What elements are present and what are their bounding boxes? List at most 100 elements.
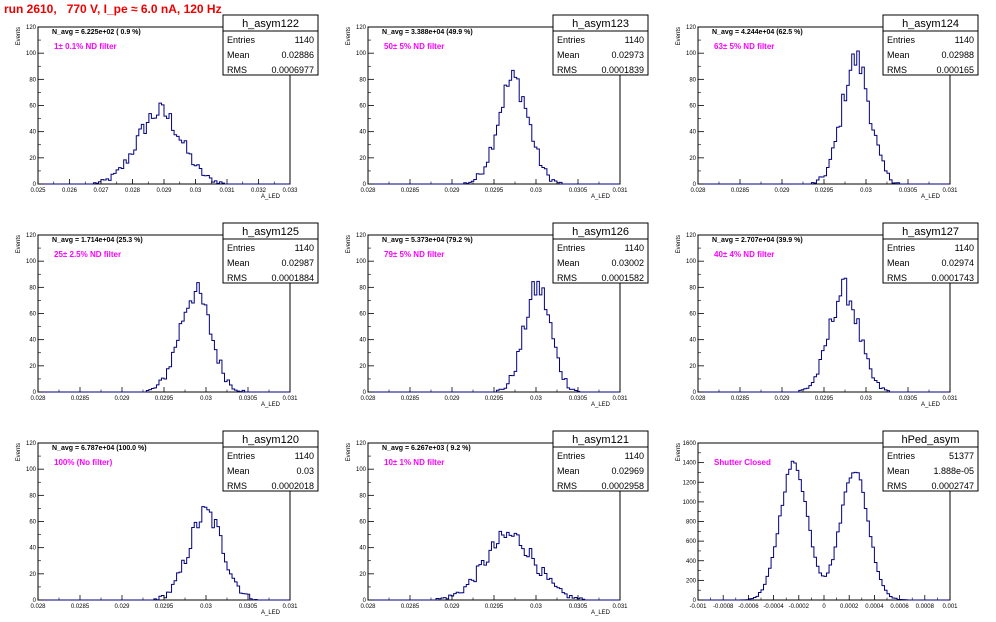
y-tick-label: 0 [363, 598, 367, 604]
histogram-panel-h_asym126: 0.028 0.0285 0.029 0.0295 0.03 0.0305 0.031 0 20… [346, 222, 649, 408]
histogram-name: h_asym124 [902, 18, 959, 30]
y-tick-label: 1200 [683, 480, 697, 486]
stats-key: Entries [887, 243, 916, 253]
y-tick-label: 40 [359, 338, 366, 344]
y-tick-label: 0 [363, 182, 367, 188]
y-tick-label: 0 [33, 598, 37, 604]
y-axis-label: Events [676, 235, 682, 253]
stats-value: 1140 [955, 35, 974, 45]
histogram-line [698, 50, 950, 185]
y-tick-label: 0 [693, 390, 697, 396]
y-tick-label: 1000 [683, 500, 697, 506]
histogram-panel-h_asym124: 0.028 0.0285 0.029 0.0295 0.03 0.0305 0.031 0 20… [676, 14, 979, 200]
y-tick-label: 20 [29, 156, 36, 162]
filter-label: 25± 2.5% ND filter [54, 250, 121, 259]
stats-key: RMS [227, 481, 247, 491]
stats-value: 0.0001884 [271, 273, 314, 283]
navg-label: N_avg = 6.787e+04 (100.0 %) [52, 445, 147, 452]
x-tick-label: 0.03 [530, 188, 542, 194]
x-tick-label: 0.028 [360, 604, 376, 610]
histogram-name: h_asym126 [572, 226, 629, 238]
x-tick-label: 0.031 [942, 188, 958, 194]
y-tick-label: 20 [29, 364, 36, 370]
y-tick-label: 40 [29, 338, 36, 344]
stats-value: 1140 [955, 243, 974, 253]
y-axis-label: Events [676, 443, 682, 461]
y-tick-label: 40 [689, 130, 696, 136]
y-tick-label: 100 [356, 51, 367, 57]
x-tick-label: 0.0295 [815, 188, 834, 194]
y-tick-label: 0 [33, 182, 37, 188]
stats-box: h_asym124 Entries 1140 Mean 0.02988 RMS 0.0001… [882, 14, 979, 76]
stats-box-frame [552, 14, 649, 76]
y-tick-label: 60 [359, 520, 366, 526]
stats-key: RMS [227, 65, 247, 75]
stats-key: RMS [887, 65, 907, 75]
y-axis-label: Events [676, 27, 682, 45]
stats-value: 0.0001743 [931, 273, 974, 283]
histogram-line [698, 460, 950, 601]
x-tick-label: 0 [822, 604, 826, 610]
y-tick-label: 60 [689, 312, 696, 318]
y-tick-label: 120 [356, 25, 367, 31]
filter-label: 79± 5% ND filter [384, 250, 444, 259]
y-tick-label: 1400 [683, 461, 697, 467]
histogram-name: h_asym123 [572, 18, 629, 30]
stats-value: 0.02974 [941, 258, 974, 268]
stats-value: 0.02987 [281, 258, 314, 268]
y-tick-label: 100 [686, 259, 697, 265]
stats-box-frame [882, 222, 979, 284]
x-axis-label: A_LED [591, 402, 611, 408]
x-tick-label: -0.0006 [738, 604, 759, 610]
x-tick-label: 0.031 [612, 396, 628, 402]
y-axis-label: Events [16, 235, 22, 253]
stats-value: 1140 [625, 35, 644, 45]
histogram-panel-h_asym125: 0.028 0.0285 0.029 0.0295 0.03 0.0305 0.031 0 20… [16, 222, 319, 408]
y-axis-label: Events [16, 443, 22, 461]
x-tick-label: 0.028 [30, 396, 46, 402]
y-tick-label: 60 [359, 104, 366, 110]
y-tick-label: 80 [29, 493, 36, 499]
x-axis-label: A_LED [921, 402, 941, 408]
stats-value: 0.0002018 [271, 481, 314, 491]
x-tick-label: 0.029 [774, 396, 790, 402]
x-tick-label: 0.0295 [155, 396, 174, 402]
y-tick-label: 20 [689, 156, 696, 162]
y-tick-label: 120 [26, 25, 37, 31]
x-tick-label: 0.03 [530, 604, 542, 610]
x-tick-label: 0.028 [360, 396, 376, 402]
stats-value: 0.0001839 [601, 65, 644, 75]
filter-label: Shutter Closed [714, 458, 771, 467]
x-tick-label: 0.0295 [485, 604, 504, 610]
x-tick-label: -0.001 [689, 604, 707, 610]
navg-label: N_avg = 5.373e+04 (79.2 %) [382, 237, 473, 244]
stats-key: RMS [557, 273, 577, 283]
stats-key: Mean [557, 466, 580, 476]
stats-key: Mean [227, 50, 250, 60]
stats-key: Mean [887, 50, 910, 60]
stats-key: Entries [227, 35, 256, 45]
x-tick-label: 0.0295 [815, 396, 834, 402]
x-tick-label: 0.0305 [239, 396, 258, 402]
x-tick-label: 0.0305 [239, 604, 258, 610]
histogram-name: h_asym127 [902, 226, 959, 238]
x-tick-label: 0.0295 [485, 188, 504, 194]
x-tick-label: 0.031 [612, 188, 628, 194]
x-tick-label: 0.033 [282, 188, 298, 194]
stats-box-frame [882, 14, 979, 76]
x-tick-label: 0.0285 [71, 396, 90, 402]
x-tick-label: 0.0305 [569, 188, 588, 194]
x-axis-label: A_LED [261, 194, 281, 200]
y-tick-label: 120 [686, 233, 697, 239]
y-tick-label: 0 [363, 390, 367, 396]
x-tick-label: 0.029 [444, 604, 460, 610]
x-tick-label: 0.0305 [569, 396, 588, 402]
y-tick-label: 100 [356, 467, 367, 473]
stats-key: Entries [557, 243, 586, 253]
stats-box-frame [222, 430, 319, 492]
x-tick-label: -0.0002 [789, 604, 810, 610]
stats-box: h_asym121 Entries 1140 Mean 0.02969 RMS 0.0002… [552, 430, 649, 492]
filter-label: 50± 5% ND filter [384, 42, 444, 51]
histogram-panel-h_asym127: 0.028 0.0285 0.029 0.0295 0.03 0.0305 0.031 0 20… [676, 222, 979, 408]
x-tick-label: 0.0305 [569, 604, 588, 610]
